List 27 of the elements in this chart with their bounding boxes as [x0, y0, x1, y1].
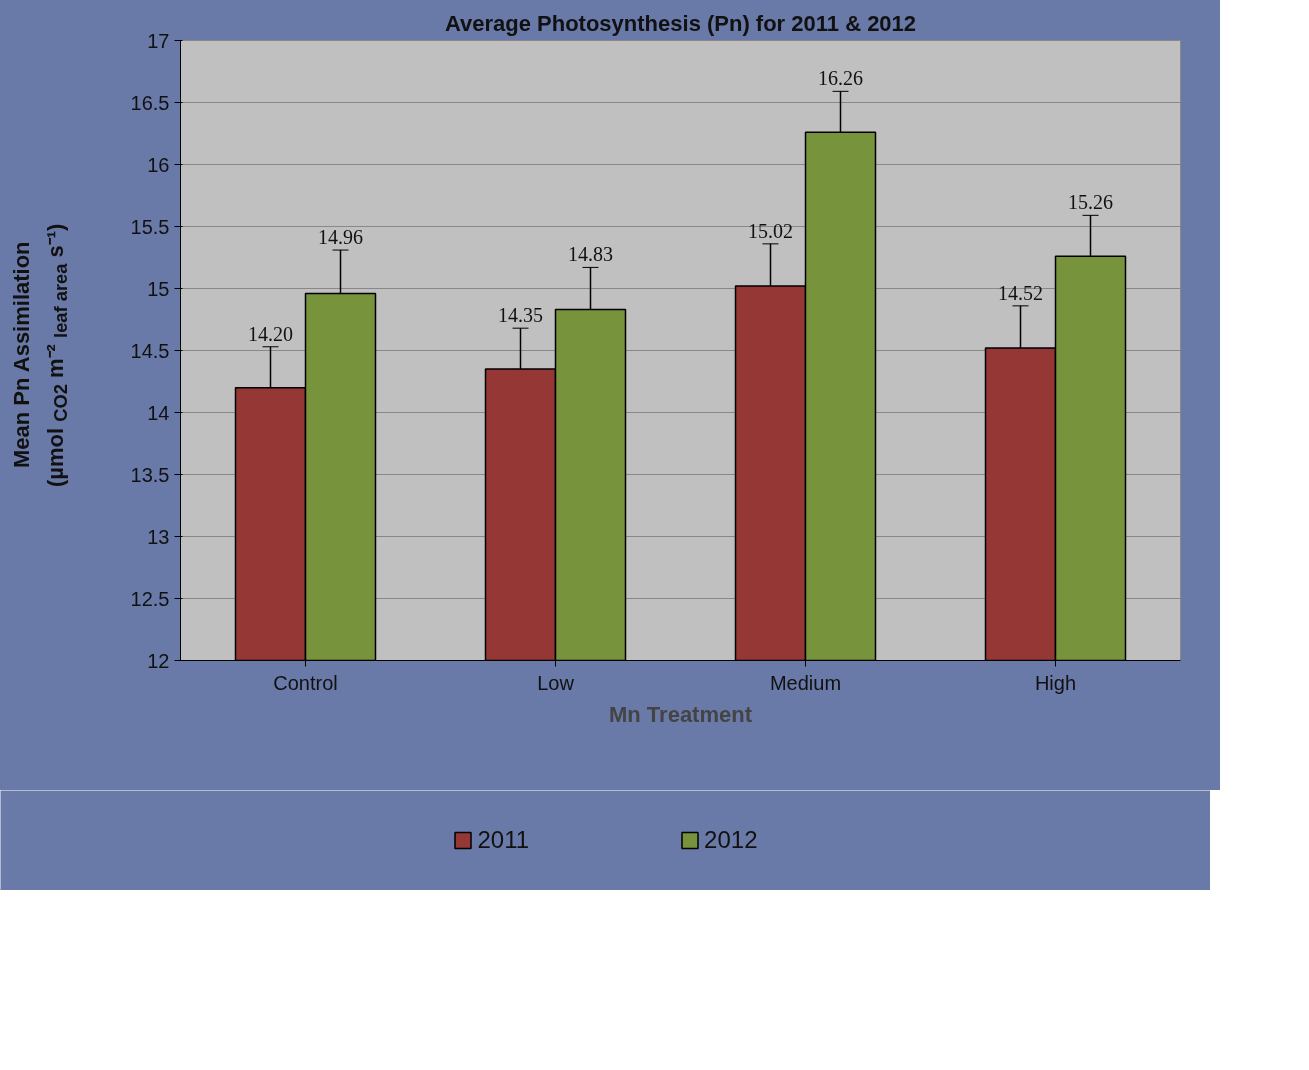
y-tick-label: 16 [147, 153, 170, 176]
data-label: 14.20 [248, 322, 293, 345]
y-tick-label: 14.5 [130, 339, 170, 362]
y-tick-label: 15.5 [130, 215, 170, 238]
legend-label: 2011 [477, 826, 530, 854]
y-tick-label: 13.5 [130, 463, 170, 486]
x-tick-label: Medium [769, 671, 842, 694]
y-tick-label: 12 [147, 649, 170, 672]
y-tick-label: 16.5 [130, 91, 170, 114]
data-label: 14.35 [498, 304, 543, 327]
data-label: 15.26 [1068, 191, 1113, 214]
y-tick-label: 17 [147, 29, 170, 52]
x-tick-label: High [1034, 671, 1077, 694]
x-axis-title: Mn Treatment [608, 701, 753, 727]
x-tick-label: Low [537, 671, 575, 694]
data-label: 15.02 [748, 219, 793, 242]
data-label: 16.26 [818, 67, 863, 90]
y-tick-label: 14 [147, 401, 170, 424]
x-tick-label: Control [273, 671, 338, 694]
legend-label: 2012 [704, 826, 758, 854]
data-label: 14.83 [568, 243, 613, 266]
chart-title: Average Photosynthesis (Pn) for 2011 & 2012 [444, 10, 917, 36]
data-label: 14.96 [318, 226, 363, 249]
data-label: 14.52 [998, 281, 1043, 304]
y-tick-label: 15 [147, 277, 170, 300]
y-tick-label: 12.5 [130, 587, 170, 610]
y-tick-label: 13 [147, 525, 170, 548]
